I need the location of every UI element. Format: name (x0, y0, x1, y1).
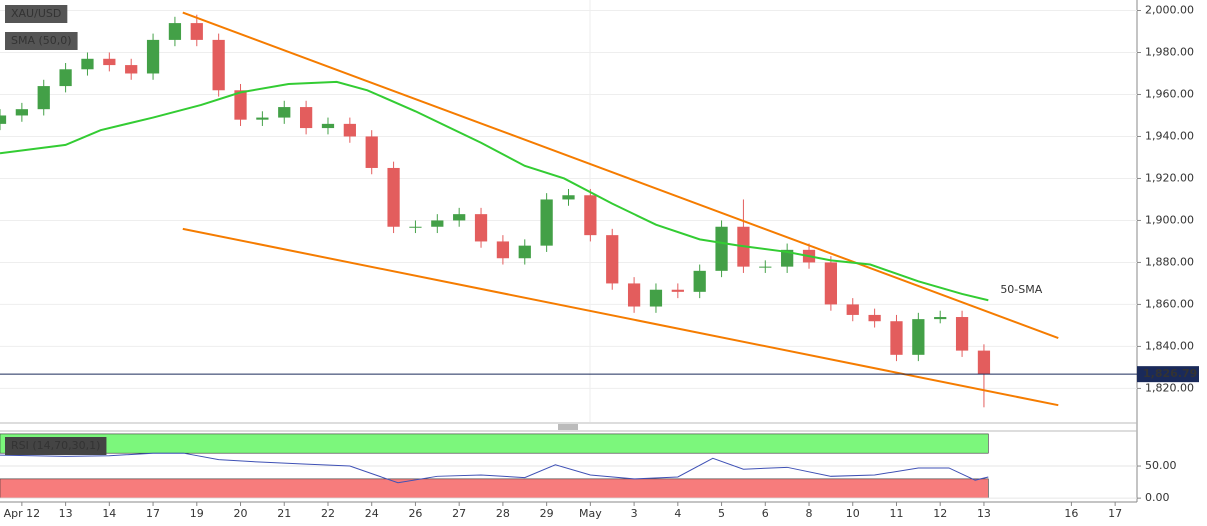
trend-line (182, 227, 1059, 407)
candle-body (0, 115, 7, 124)
trend-line (182, 11, 1059, 339)
candle-body (977, 350, 991, 375)
candle-body (759, 266, 772, 268)
x-tick-label: 3 (631, 507, 638, 520)
candle-body (846, 304, 859, 315)
y-tick-label: 50.00 (1145, 459, 1177, 472)
y-tick-label: 1,820.00 (1145, 381, 1194, 394)
candle-body (59, 69, 72, 87)
x-tick-label: 8 (806, 507, 813, 520)
legend-box (5, 32, 78, 50)
candle-body (190, 23, 203, 40)
x-tick-label: 10 (846, 507, 860, 520)
candle-body (278, 107, 291, 118)
candle-body (912, 319, 925, 355)
candle-body (256, 117, 269, 120)
x-tick-label: 17 (1108, 507, 1122, 520)
oversold-band (0, 478, 989, 499)
x-tick-label: 26 (408, 507, 422, 520)
x-tick-label: 27 (452, 507, 466, 520)
y-tick-label: 1,860.00 (1145, 297, 1194, 310)
candle-body (715, 226, 728, 271)
legend-label: XAU/USD (11, 7, 61, 20)
y-tick-label: 1,940.00 (1145, 129, 1194, 142)
y-tick-label: 1,900.00 (1145, 213, 1194, 226)
sma-line (0, 80, 989, 302)
x-tick-label: 4 (674, 507, 681, 520)
legend-box (5, 5, 68, 23)
candle-body (81, 58, 94, 70)
x-tick-label: 12 (933, 507, 947, 520)
candle-body (146, 39, 160, 74)
legend-label: RSI (14,70,30,1) (11, 439, 100, 452)
x-tick-label: 20 (234, 507, 248, 520)
candle-body (474, 214, 488, 242)
x-tick-label: 24 (365, 507, 379, 520)
overbought-band (0, 433, 989, 454)
x-tick-label: 19 (190, 507, 204, 520)
candle-body (518, 245, 531, 259)
candle-body (431, 220, 444, 227)
candle-body (125, 65, 138, 74)
x-tick-label: 16 (1064, 507, 1078, 520)
x-tick-label: 13 (59, 507, 73, 520)
candle-body (824, 262, 838, 305)
candle-body (584, 195, 597, 236)
candle-body (540, 199, 553, 246)
candle-body (606, 235, 619, 284)
x-tick-label: 11 (889, 507, 903, 520)
candle-body (212, 39, 225, 91)
candle-body (453, 214, 466, 221)
last-price-box (1137, 366, 1199, 383)
y-tick-label: 2,000.00 (1145, 3, 1194, 16)
rsi-line (0, 452, 989, 484)
y-tick-label: 1,920.00 (1145, 171, 1194, 184)
candle-body (103, 58, 116, 66)
x-tick-label: 22 (321, 507, 335, 520)
x-tick-label: Apr 12 (4, 507, 41, 520)
candle-body (693, 270, 706, 292)
candle-body (15, 109, 28, 116)
x-tick-label: May (579, 507, 602, 520)
candle-body (868, 314, 881, 322)
candle-body (387, 167, 400, 227)
candle-body (627, 283, 641, 307)
legend-label: SMA (50,0) (11, 34, 72, 47)
y-tick-label: 1,840.00 (1145, 339, 1194, 352)
y-tick-label: 1,960.00 (1145, 87, 1194, 100)
y-tick-label: 1,880.00 (1145, 255, 1194, 268)
candle-body (562, 195, 575, 200)
y-tick-label: 1,980.00 (1145, 45, 1194, 58)
x-tick-label: 28 (496, 507, 510, 520)
x-tick-label: 29 (540, 507, 554, 520)
x-tick-label: 17 (146, 507, 160, 520)
candle-body (934, 317, 947, 320)
candle-body (671, 289, 684, 292)
last-price-label: 1,826.79 (1143, 367, 1197, 380)
candle-body (234, 90, 247, 120)
candle-body (649, 289, 663, 307)
x-tick-label: 5 (718, 507, 725, 520)
x-tick-label: 14 (102, 507, 116, 520)
y-tick-label: 0.00 (1145, 491, 1170, 504)
candle-body (496, 241, 510, 259)
candle-body (781, 249, 794, 267)
x-tick-label: 21 (277, 507, 291, 520)
candle-body (168, 23, 182, 40)
sma-annotation: 50-SMA (1000, 283, 1042, 296)
candle-body (409, 226, 422, 228)
candle-body (37, 86, 50, 110)
candle-body (343, 123, 356, 137)
x-tick-label: 6 (762, 507, 769, 520)
candle-body (299, 107, 313, 129)
legend-box (5, 437, 107, 455)
candle-body (890, 321, 903, 355)
x-tick-label: 13 (977, 507, 991, 520)
grip[interactable] (558, 424, 578, 430)
candle-body (321, 123, 335, 129)
candle-body (955, 317, 969, 351)
candle-body (365, 136, 378, 168)
